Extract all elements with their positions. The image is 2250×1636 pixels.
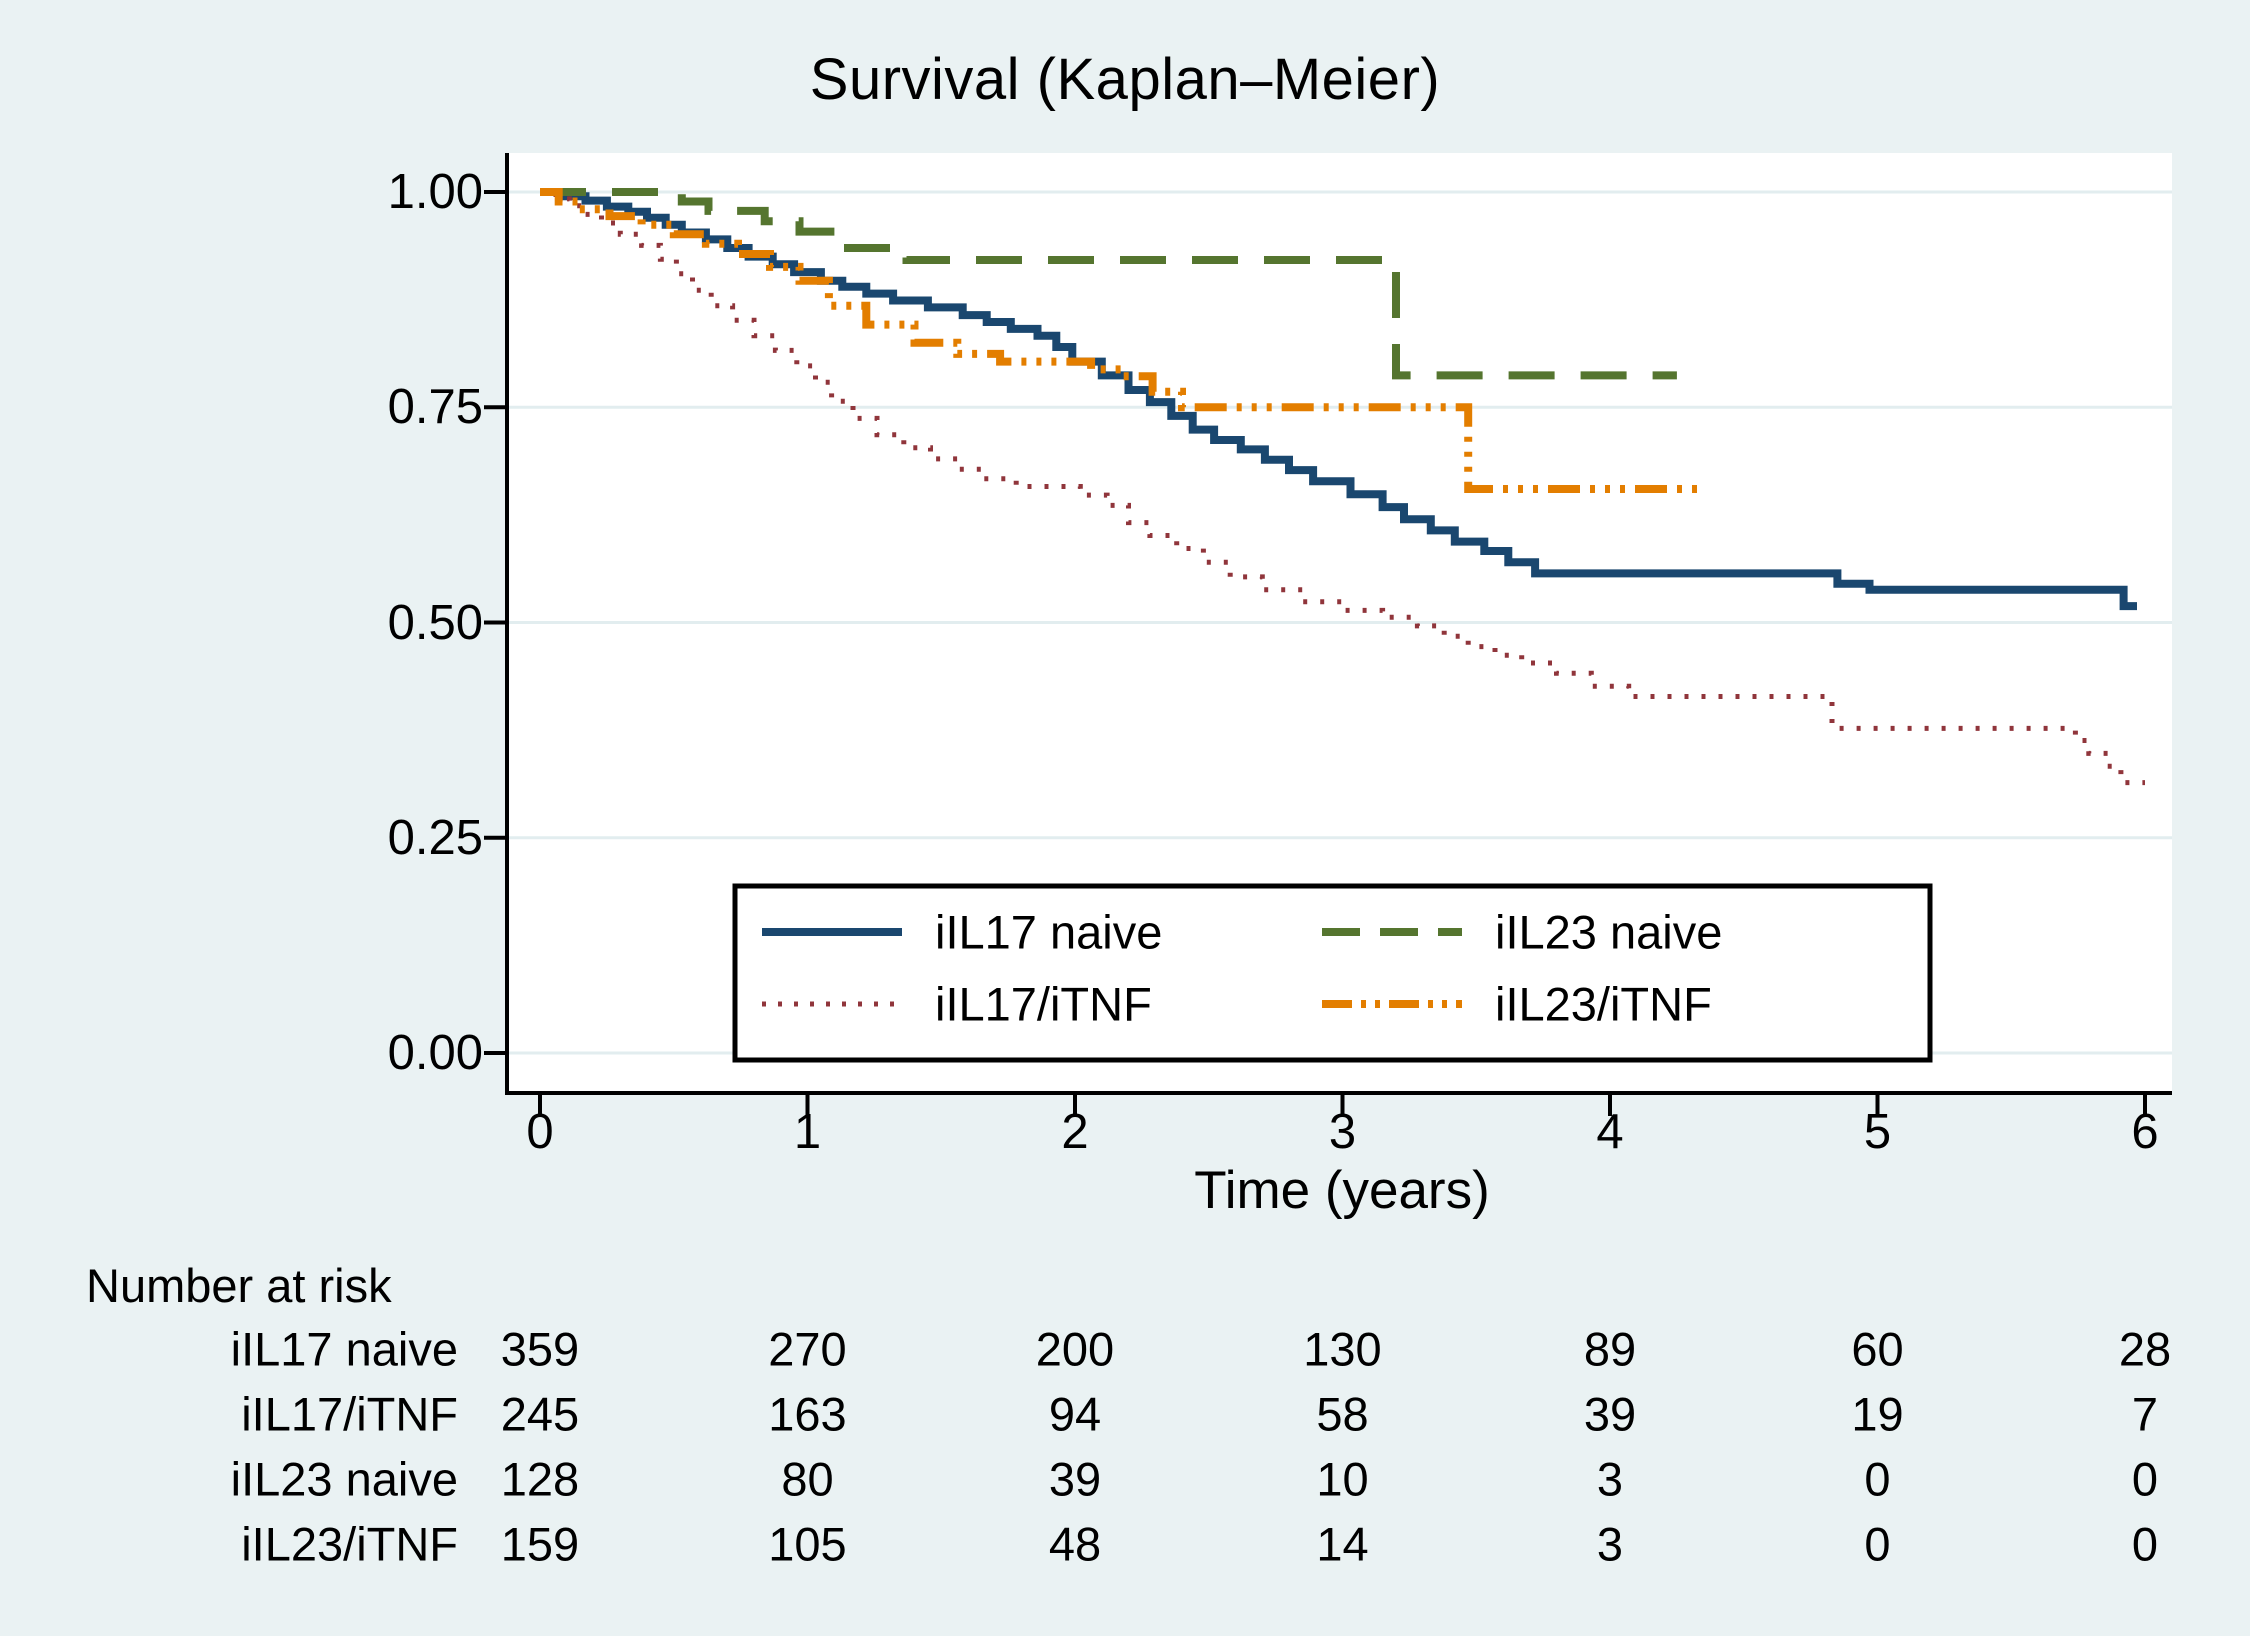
legend-label: iIL17 naive [935,905,1163,959]
y-tick-label: 0.75 [387,380,483,435]
risk-value: 89 [1583,1322,1637,1376]
risk-value: 10 [1316,1452,1369,1506]
risk-value: 163 [768,1387,847,1441]
risk-value: 39 [1048,1452,1102,1506]
risk-row-label: iIL23/iTNF [241,1517,458,1571]
risk-value: 28 [2118,1322,2172,1376]
legend-label: iIL23 naive [1495,905,1723,959]
x-axis-title: Time (years) [1194,1161,1490,1220]
x-tick-label: 2 [1061,1105,1089,1159]
risk-value: 0 [2131,1452,2159,1506]
y-tick-label: 1.00 [387,165,483,219]
risk-value: 60 [1851,1322,1904,1376]
chart-title: Survival (Kaplan–Meier) [809,47,1441,112]
risk-value: 359 [500,1322,580,1376]
y-tick-label: 0.25 [387,810,483,865]
y-tick-label: 0.00 [387,1026,483,1080]
risk-value: 94 [1048,1387,1102,1441]
risk-value: 0 [1864,1452,1891,1506]
risk-value: 3 [1596,1452,1624,1506]
legend-label: iIL17/iTNF [935,977,1152,1031]
x-tick-label: 6 [2131,1105,2159,1159]
risk-row-label: iIL17/iTNF [241,1387,458,1441]
risk-row-label: iIL17 naive [230,1322,458,1376]
risk-value: 19 [1851,1387,1904,1441]
x-tick-label: 3 [1328,1105,1357,1159]
risk-value: 3 [1596,1517,1624,1571]
risk-value: 80 [781,1452,834,1506]
risk-value: 0 [2131,1517,2159,1571]
risk-value: 159 [500,1517,580,1571]
risk-row-label: iIL23 naive [230,1452,458,1506]
risk-value: 39 [1583,1387,1637,1441]
x-tick-label: 0 [526,1105,554,1159]
x-tick-label: 4 [1596,1105,1624,1159]
y-tick-label: 0.50 [387,595,483,650]
risk-value: 7 [2131,1387,2159,1441]
risk-value: 58 [1316,1387,1369,1441]
risk-value: 245 [500,1387,580,1441]
x-tick-label: 1 [793,1105,822,1159]
risk-value: 48 [1048,1517,1102,1571]
risk-value: 14 [1316,1517,1369,1571]
curve-iil23-naive [540,188,1677,380]
legend-label: iIL23/iTNF [1495,977,1712,1031]
risk-table-header: Number at risk [86,1259,392,1312]
x-tick-label: 5 [1863,1105,1892,1159]
risk-value: 130 [1303,1322,1382,1376]
risk-value: 128 [500,1452,580,1506]
risk-value: 0 [1864,1517,1891,1571]
legend-box [732,883,1933,1063]
curve-iil23-itnf [540,188,1704,493]
risk-value: 270 [768,1322,847,1376]
risk-value: 105 [768,1517,847,1571]
risk-value: 200 [1035,1322,1115,1376]
